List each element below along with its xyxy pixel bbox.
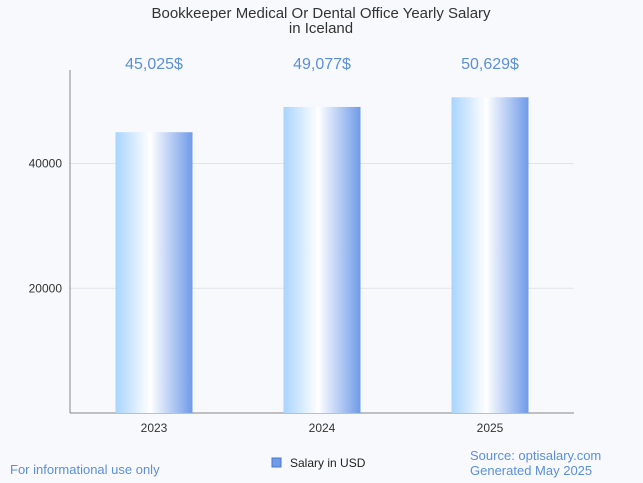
source-text: Source: optisalary.com [470, 448, 602, 463]
chart-title-line-2: in Iceland [289, 20, 353, 37]
source-block: Source: optisalary.com Generated May 202… [470, 448, 601, 478]
chart-title-line-1: Bookkeeper Medical Or Dental Office Year… [151, 5, 491, 22]
legend-label: Salary in USD [290, 456, 366, 470]
data-label-2023: 45,025$ [125, 56, 183, 73]
disclaimer-text: For informational use only [10, 462, 160, 477]
legend: Salary in USD [271, 456, 366, 470]
y-axis-ticks: 20000 40000 [29, 157, 63, 296]
bar-2024 [283, 106, 361, 413]
x-tick-label: 2024 [309, 421, 336, 435]
x-axis-ticks: 2023 2024 2025 [141, 421, 504, 435]
bar-series [115, 97, 529, 413]
bar-2023 [115, 132, 193, 413]
legend-swatch [271, 457, 282, 468]
y-tick-label: 20000 [29, 281, 63, 295]
data-label-2024: 49,077$ [293, 56, 351, 73]
data-labels: 45,025$ 49,077$ 50,629$ [125, 56, 519, 73]
x-tick-label: 2025 [477, 421, 504, 435]
x-tick-label: 2023 [141, 421, 168, 435]
generated-date: Generated May 2025 [470, 463, 593, 478]
bar-2025 [451, 97, 529, 413]
y-tick-label: 40000 [29, 157, 63, 171]
data-label-2025: 50,629$ [461, 56, 519, 73]
